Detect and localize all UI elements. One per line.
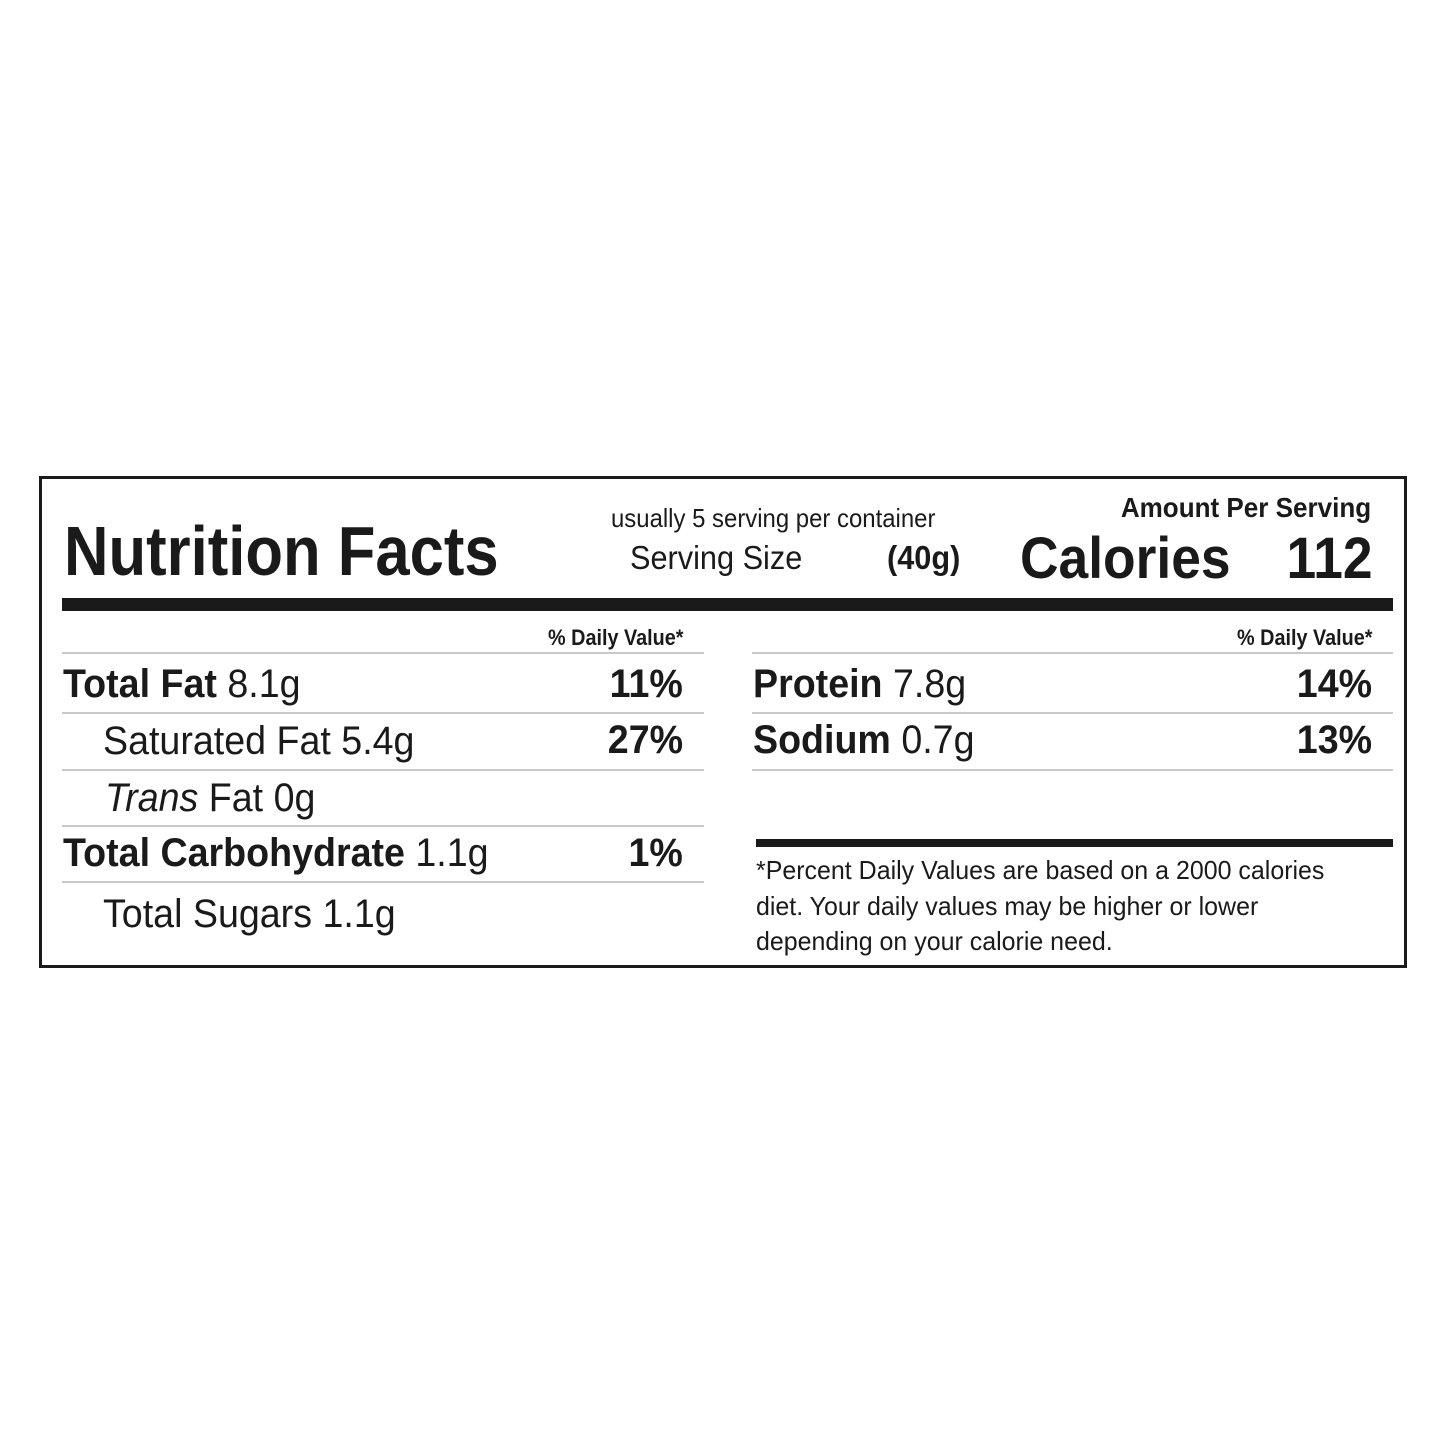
- row-protein: Protein 7.8g: [753, 664, 966, 704]
- amount-per-serving: Amount Per Serving: [1120, 492, 1371, 523]
- divider: [62, 881, 704, 883]
- row-trans-fat: Trans Fat 0g: [105, 778, 315, 818]
- title: Nutrition Facts: [64, 512, 499, 590]
- serving-size-value: (40g): [887, 539, 961, 576]
- nutrient-label: Protein: [753, 662, 883, 706]
- nutrient-amount: 1.1g: [415, 831, 489, 875]
- dv-total-carbohydrate: 1%: [628, 831, 683, 875]
- nutrient-amount: 1.1g: [322, 892, 396, 936]
- nutrient-label: Total Fat: [63, 662, 217, 706]
- left-dv-header: % Daily Value*: [547, 625, 683, 650]
- nutrient-label: Sodium: [753, 718, 891, 762]
- calories-value: 112: [1286, 526, 1373, 591]
- nutrient-label: Trans: [105, 776, 199, 820]
- calories-label: Calories: [1020, 526, 1231, 591]
- nutrient-amount: 0.7g: [901, 718, 975, 762]
- nutrient-amount: 8.1g: [227, 662, 301, 706]
- nutrition-facts-panel: [39, 476, 1407, 968]
- divider: [752, 769, 1393, 771]
- footnote: *Percent Daily Values are based on a 200…: [756, 855, 1325, 956]
- row-total-fat: Total Fat 8.1g: [63, 664, 301, 704]
- nutrient-label-rest: Fat: [208, 776, 264, 820]
- row-saturated-fat: Saturated Fat 5.4g: [103, 721, 414, 761]
- serving-size-label: Serving Size: [630, 539, 803, 576]
- dv-total-fat: 11%: [609, 662, 683, 706]
- divider: [752, 652, 1393, 654]
- nutrient-label: Saturated Fat: [103, 719, 331, 763]
- dv-sodium: 13%: [1296, 718, 1372, 762]
- divider: [62, 652, 704, 654]
- header-divider: [62, 598, 1393, 611]
- nutrient-amount: 0g: [273, 776, 316, 820]
- divider: [62, 769, 704, 771]
- nutrient-label: Total Carbohydrate: [63, 831, 405, 875]
- footnote-divider: [756, 839, 1393, 847]
- servings-per-container: usually 5 serving per container: [611, 503, 936, 533]
- row-total-sugars: Total Sugars 1.1g: [103, 894, 396, 934]
- dv-protein: 14%: [1296, 662, 1372, 706]
- row-sodium: Sodium 0.7g: [753, 720, 975, 760]
- divider: [752, 712, 1393, 714]
- nutrient-amount: 7.8g: [892, 662, 967, 706]
- right-dv-header: % Daily Value*: [1236, 625, 1372, 650]
- row-total-carbohydrate: Total Carbohydrate 1.1g: [63, 833, 489, 873]
- nutrient-amount: 5.4g: [341, 719, 415, 763]
- nutrient-label: Total Sugars: [103, 892, 313, 936]
- dv-saturated-fat: 27%: [607, 718, 683, 762]
- divider: [62, 712, 704, 714]
- divider: [62, 825, 704, 827]
